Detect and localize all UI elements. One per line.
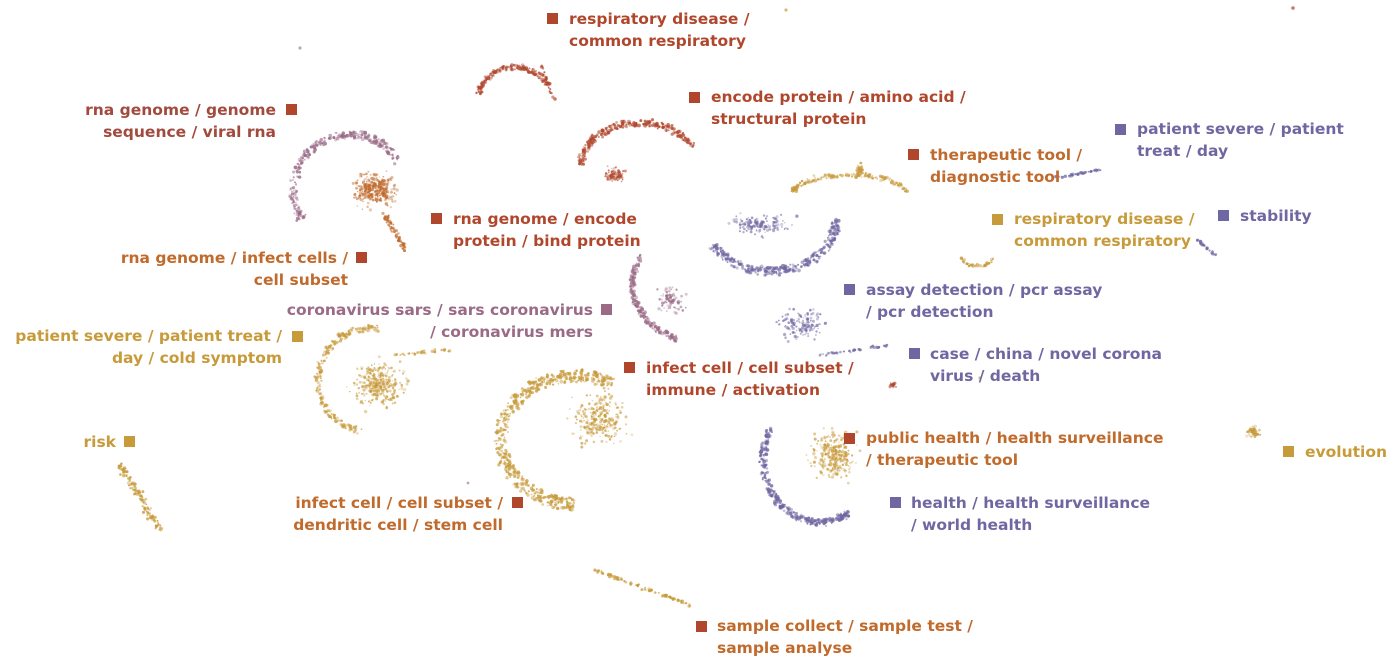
cluster-label-respiratory-disease-red: respiratory disease / common respiratory — [569, 8, 750, 52]
color-swatch — [1218, 210, 1229, 221]
color-swatch — [431, 213, 442, 224]
cluster-label-assay-detection: assay detection / pcr assay / pcr detecti… — [866, 279, 1102, 323]
cluster-label-patient-severe-purple: patient severe / patient treat / day — [1137, 118, 1344, 162]
cluster-label-stability: stability — [1240, 205, 1312, 227]
cluster-label-case-china: case / china / novel corona virus / death — [930, 343, 1162, 387]
color-swatch — [512, 497, 523, 508]
cluster-label-infect-cell-immune: infect cell / cell subset / immune / acti… — [646, 357, 854, 401]
color-swatch — [992, 214, 1003, 225]
cluster-label-rna-genome-sequence: rna genome / genome sequence / viral rna — [85, 99, 276, 143]
color-swatch — [547, 13, 558, 24]
cluster-label-rna-genome-encode: rna genome / encode protein / bind protei… — [453, 208, 641, 252]
cluster-label-therapeutic-tool: therapeutic tool / diagnostic tool — [930, 144, 1082, 188]
color-swatch — [689, 92, 700, 103]
color-swatch — [844, 433, 855, 444]
cluster-label-coronavirus-sars: coronavirus sars / sars coronavirus / cor… — [287, 299, 593, 343]
color-swatch — [844, 284, 855, 295]
color-swatch — [908, 149, 919, 160]
cluster-label-evolution: evolution — [1305, 441, 1387, 463]
cluster-label-risk: risk — [84, 431, 117, 453]
cluster-label-public-health: public health / health surveillance / the… — [866, 427, 1163, 471]
cluster-label-patient-severe-gold: patient severe / patient treat / day / co… — [15, 325, 282, 369]
color-swatch — [292, 331, 303, 342]
color-swatch — [624, 362, 635, 373]
cluster-label-health-surveillance: health / health surveillance / world heal… — [911, 492, 1150, 536]
color-swatch — [909, 348, 920, 359]
color-swatch — [601, 304, 612, 315]
color-swatch — [286, 104, 297, 115]
cluster-label-rna-genome-infect: rna genome / infect cells / cell subset — [121, 247, 348, 291]
color-swatch — [890, 497, 901, 508]
cluster-label-infect-cell-dendritic: infect cell / cell subset / dendritic cel… — [293, 492, 503, 536]
cluster-label-encode-protein: encode protein / amino acid / structural … — [711, 86, 966, 130]
cluster-label-respiratory-disease-gold: respiratory disease / common respiratory — [1014, 208, 1195, 252]
color-swatch — [356, 252, 367, 263]
color-swatch — [1283, 446, 1294, 457]
color-swatch — [124, 436, 135, 447]
cluster-label-sample-collect: sample collect / sample test / sample ana… — [717, 615, 973, 659]
color-swatch — [696, 621, 707, 632]
color-swatch — [1115, 124, 1126, 135]
